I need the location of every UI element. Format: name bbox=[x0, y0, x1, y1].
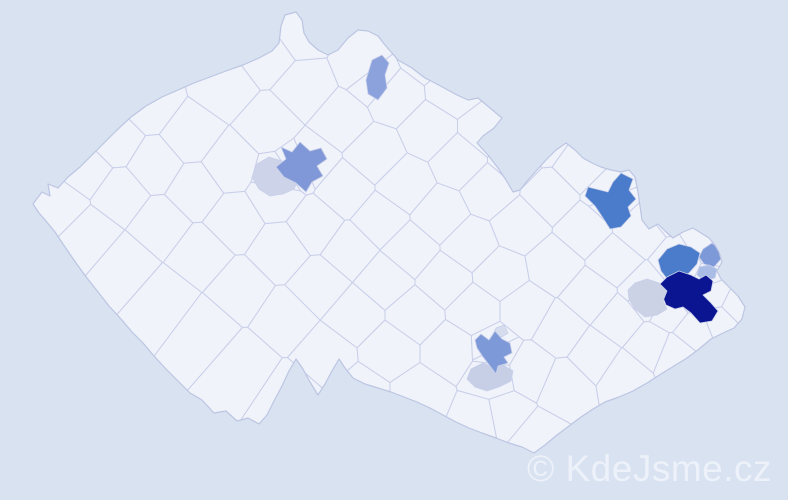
highlighted-district-h6 bbox=[698, 242, 722, 268]
highlighted-district-h8 bbox=[658, 270, 719, 324]
highlighted-district-h12 bbox=[474, 330, 513, 375]
highlighted-district-h4 bbox=[584, 172, 637, 230]
highlighted-district-h5 bbox=[657, 243, 701, 281]
district-cell bbox=[721, 231, 745, 404]
highlighted-district-h3 bbox=[365, 54, 390, 101]
district-cell bbox=[470, 405, 669, 453]
highlighted-districts bbox=[251, 54, 722, 392]
country-outline bbox=[32, 11, 746, 454]
highlighted-district-h9 bbox=[627, 278, 668, 318]
highlighted-district-h2 bbox=[275, 141, 328, 193]
